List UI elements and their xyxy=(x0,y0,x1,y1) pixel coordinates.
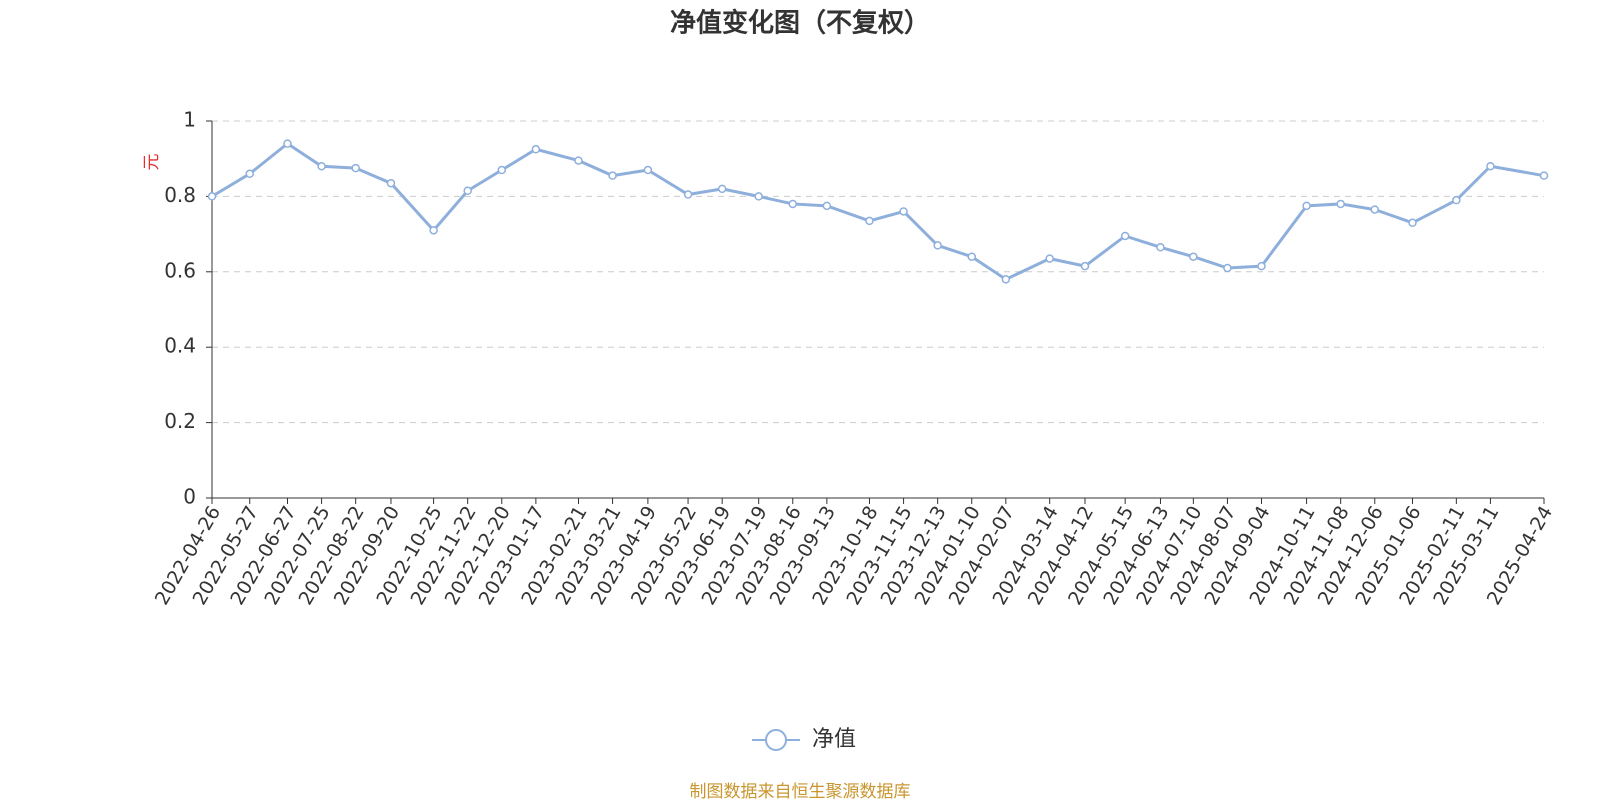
point xyxy=(683,190,693,199)
point xyxy=(245,169,254,179)
point xyxy=(531,145,541,154)
point xyxy=(754,192,763,201)
y-axis-label: 元 xyxy=(142,154,162,171)
point xyxy=(822,201,832,211)
source-note: 制图数据来自恒生聚源数据库 xyxy=(690,782,911,800)
point xyxy=(608,171,617,180)
legend-label: 净值 xyxy=(812,727,856,752)
point xyxy=(1257,261,1266,271)
y-tick-label: 0.6 xyxy=(164,258,196,282)
point xyxy=(497,165,507,175)
point xyxy=(1452,195,1461,205)
point xyxy=(317,161,326,171)
y-tick-label: 0.8 xyxy=(164,183,196,207)
point xyxy=(1080,261,1090,271)
point xyxy=(283,139,292,148)
y-tick-label: 0.2 xyxy=(164,409,196,433)
point xyxy=(574,156,583,165)
y-tick-label: 1 xyxy=(183,108,196,132)
point xyxy=(899,207,908,216)
point xyxy=(429,226,438,235)
point xyxy=(463,186,472,195)
series-line xyxy=(211,141,1545,282)
point xyxy=(967,252,977,261)
point xyxy=(386,178,396,188)
point xyxy=(351,163,360,173)
point xyxy=(1370,205,1380,214)
point xyxy=(1539,171,1549,180)
point xyxy=(717,184,727,194)
point xyxy=(1156,243,1165,252)
point xyxy=(865,216,874,226)
point xyxy=(1045,254,1054,263)
point xyxy=(1336,199,1345,209)
point xyxy=(933,241,942,250)
chart-title: 净值变化图（不复权） xyxy=(670,8,930,39)
point xyxy=(1189,252,1198,261)
point xyxy=(1223,263,1232,273)
legend-marker xyxy=(765,729,787,751)
point xyxy=(1486,161,1495,171)
point xyxy=(788,199,798,209)
y-tick-label: 0 xyxy=(183,485,196,509)
y-tick-label: 0.4 xyxy=(164,334,196,358)
point xyxy=(1302,201,1311,211)
point xyxy=(1408,218,1417,228)
point xyxy=(1001,275,1011,284)
point xyxy=(207,192,217,201)
point xyxy=(1120,231,1130,241)
point xyxy=(643,165,653,175)
